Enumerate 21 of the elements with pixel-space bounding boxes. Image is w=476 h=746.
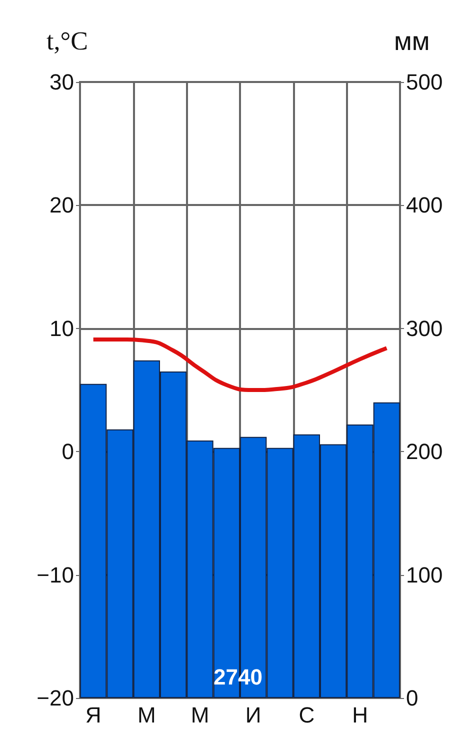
x-tick-label: И: [245, 702, 262, 728]
y-tick-label: 10: [50, 316, 74, 341]
y2-tick-label: 400: [406, 192, 443, 218]
x-tick-label: С: [298, 702, 315, 728]
y-tick-label: −10: [36, 562, 74, 588]
y2-tick-label: 300: [406, 316, 443, 341]
x-tick-label: Я: [85, 702, 102, 728]
y2-tick-label: 100: [406, 562, 443, 588]
y2-tick-label: 500: [406, 70, 443, 94]
y2-axis-title: мм: [394, 26, 430, 56]
y2-tick-label: 200: [406, 439, 443, 464]
y2-tick-label: 0: [406, 686, 418, 710]
y-tick-label: 0: [62, 439, 74, 464]
x-tick-label: М: [190, 702, 210, 728]
y-tick-label: 30: [50, 70, 74, 94]
line-series: [91, 337, 389, 392]
y-axis-title: t,°C: [46, 26, 88, 56]
x-tick-label: М: [138, 702, 156, 728]
x-tick-label: Н: [352, 702, 368, 728]
y-tick-label: 20: [50, 192, 74, 218]
y-tick-label: −20: [36, 686, 74, 710]
